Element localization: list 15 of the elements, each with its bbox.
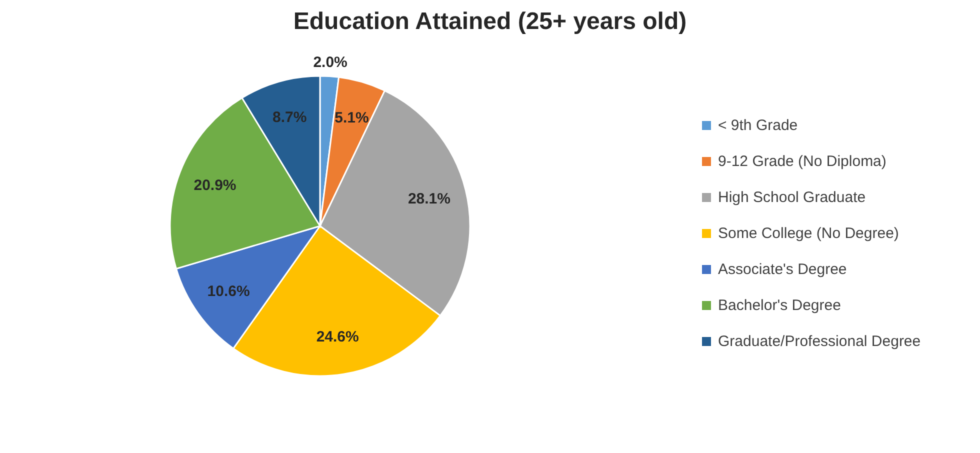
- data-label: 2.0%: [313, 54, 348, 71]
- chart-title: Education Attained (25+ years old): [292, 8, 688, 36]
- legend-label: Some College (No Degree): [718, 225, 899, 242]
- legend-label: Associate's Degree: [718, 261, 847, 278]
- legend-label: Graduate/Professional Degree: [718, 333, 921, 350]
- data-label: 24.6%: [316, 328, 359, 346]
- data-label: 10.6%: [207, 283, 250, 300]
- data-label: 28.1%: [408, 190, 450, 208]
- legend-label: High School Graduate: [718, 189, 866, 206]
- data-label: 8.7%: [272, 109, 307, 126]
- data-label: 20.9%: [194, 177, 236, 194]
- data-label: 5.1%: [334, 110, 369, 127]
- legend-label: 9-12 Grade (No Diploma): [718, 153, 886, 170]
- legend-label: < 9th Grade: [718, 117, 798, 134]
- legend-label: Bachelor's Degree: [718, 297, 841, 314]
